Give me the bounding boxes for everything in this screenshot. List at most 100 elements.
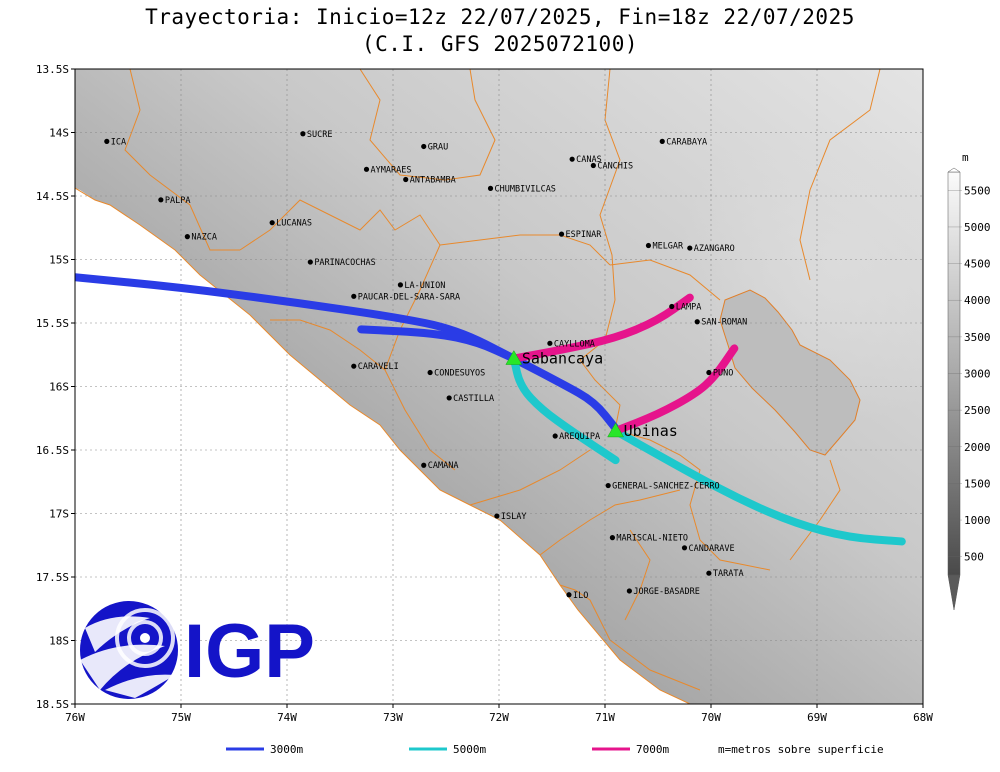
globe-icon bbox=[80, 601, 178, 699]
legend-label: 3000m bbox=[270, 743, 303, 756]
lat-tick-label: 15.5S bbox=[36, 317, 69, 330]
city-marker bbox=[446, 395, 452, 401]
city-label: ILO bbox=[573, 591, 588, 601]
city-marker bbox=[307, 259, 313, 265]
lon-tick-label: 71W bbox=[595, 711, 615, 724]
city-label: MELGAR bbox=[652, 242, 684, 252]
volcano-markers: Sabancaya Ubinas bbox=[505, 350, 678, 440]
chart-title: Trayectoria: Inicio=12z 22/07/2025, Fin=… bbox=[145, 5, 855, 29]
city-marker bbox=[351, 363, 357, 369]
city-label: ESPINAR bbox=[566, 230, 603, 240]
city-marker bbox=[626, 588, 632, 594]
city-marker bbox=[706, 369, 712, 376]
city-label: AZANGARO bbox=[694, 244, 735, 254]
city-marker bbox=[659, 138, 665, 144]
legend-label: 7000m bbox=[636, 743, 669, 756]
city-marker bbox=[558, 231, 565, 237]
colorbar-label: 1500 bbox=[964, 477, 991, 490]
trajectory-5000m-b bbox=[611, 426, 906, 546]
city-label: LA-UNION bbox=[404, 281, 445, 291]
colorbar-unit: m bbox=[962, 151, 969, 164]
lon-tick-label: 74W bbox=[277, 711, 297, 724]
city-label: AYMARAES bbox=[371, 165, 412, 175]
trajectory-7000m-b bbox=[611, 344, 739, 435]
city-label: CANAS bbox=[576, 155, 602, 165]
city-label: CAYLLOMA bbox=[554, 339, 595, 349]
lon-tick-label: 69W bbox=[807, 711, 827, 724]
trajectory-7000m bbox=[509, 293, 694, 363]
city-marker bbox=[397, 282, 404, 288]
city-marker bbox=[269, 220, 275, 226]
city-marker bbox=[351, 293, 357, 299]
city-marker bbox=[403, 176, 409, 183]
city-label: CANDARAVE bbox=[689, 544, 735, 554]
city-label: AREQUIPA bbox=[559, 432, 600, 442]
city-marker bbox=[590, 162, 596, 169]
lat-tick-label: 16S bbox=[49, 381, 69, 394]
lat-tick-label: 14S bbox=[49, 127, 69, 140]
colorbar-label: 3000 bbox=[964, 368, 991, 381]
elevation-colorbar: m 500 1000 1500 2000 2500 3000 3500 4000 4500 500… bbox=[947, 151, 991, 611]
legend-note: m=metros sobre superficie bbox=[718, 743, 884, 756]
lat-tick-label: 16.5S bbox=[36, 444, 69, 457]
lon-tick-label: 72W bbox=[489, 711, 509, 724]
city-marker bbox=[487, 185, 494, 191]
lon-tick-label: 75W bbox=[171, 711, 191, 724]
city-label: ICA bbox=[111, 137, 126, 147]
colorbar-label: 2000 bbox=[964, 441, 991, 454]
city-label: JORGE-BASADRE bbox=[633, 587, 700, 597]
city-marker bbox=[158, 197, 164, 203]
colorbar-label: 2500 bbox=[964, 404, 991, 417]
city-marker bbox=[706, 570, 712, 576]
city-marker bbox=[566, 592, 572, 598]
lat-tick-label: 14.5S bbox=[36, 190, 69, 203]
titicaca-lake bbox=[719, 289, 861, 456]
city-label: PALPA bbox=[165, 196, 191, 206]
igp-logo: IGP bbox=[80, 601, 315, 699]
city-label: ISLAY bbox=[501, 512, 527, 522]
city-label: CHUMBIVILCAS bbox=[495, 184, 556, 194]
volcano-triangle-icon bbox=[607, 422, 625, 438]
lon-tick-label: 73W bbox=[383, 711, 403, 724]
lat-tick-label: 18S bbox=[49, 635, 69, 648]
city-marker bbox=[184, 234, 190, 240]
lat-tick-label: 13.5S bbox=[36, 63, 69, 76]
admin-boundaries bbox=[75, 69, 881, 704]
colorbar-label: 5500 bbox=[964, 184, 991, 197]
city-label: CONDESUYOS bbox=[434, 369, 485, 379]
city-marker bbox=[421, 462, 427, 468]
city-label: SUCRE bbox=[307, 130, 333, 140]
city-marker bbox=[363, 166, 370, 172]
lat-tick-label: 18.5S bbox=[36, 698, 69, 711]
city-label: CASTILLA bbox=[453, 394, 494, 404]
city-label: NAZCA bbox=[191, 233, 217, 243]
city-marker bbox=[569, 156, 575, 162]
colorbar-label: 5000 bbox=[964, 221, 991, 234]
city-marker bbox=[645, 242, 652, 249]
trajectory-3000m bbox=[75, 273, 620, 433]
city-marker bbox=[427, 369, 433, 376]
city-label: ANTABAMBA bbox=[410, 175, 456, 185]
city-marker bbox=[687, 245, 693, 251]
lat-tick-label: 17S bbox=[49, 508, 69, 521]
city-marker bbox=[694, 319, 700, 325]
city-label: GENERAL-SANCHEZ-CERRO bbox=[612, 482, 719, 492]
trajectory-3000m-b bbox=[357, 325, 518, 363]
legend: 3000m 5000m 7000m m=metros sobre superficie bbox=[226, 743, 884, 756]
volcano-label: Sabancaya bbox=[522, 350, 603, 368]
lat-tick-label: 17.5S bbox=[36, 571, 69, 584]
city-label: CAMANA bbox=[428, 461, 459, 471]
city-marker bbox=[669, 303, 675, 310]
city-marker bbox=[605, 482, 611, 489]
city-label: PUNO bbox=[713, 369, 733, 379]
city-marker bbox=[104, 138, 110, 144]
city-label: TARATA bbox=[713, 569, 744, 579]
volcano-triangle-icon bbox=[505, 350, 523, 365]
city-label: LUCANAS bbox=[276, 219, 312, 229]
city-label: LAMPA bbox=[676, 302, 702, 312]
city-label: CANCHIS bbox=[597, 162, 633, 172]
colorbar-label: 3500 bbox=[964, 331, 991, 344]
